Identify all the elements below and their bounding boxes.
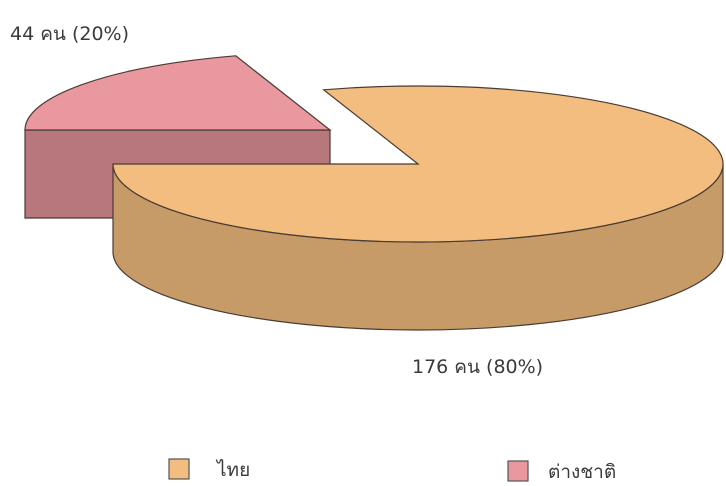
slice-label-foreign: 44 คน (20%) bbox=[10, 23, 129, 45]
legend: ไทย ต่างชาติ bbox=[168, 458, 616, 483]
legend-swatch-thai bbox=[168, 458, 190, 480]
pie-slices bbox=[24, 55, 724, 331]
legend-item-foreign: ต่างชาติ bbox=[507, 460, 616, 483]
legend-swatch-foreign bbox=[507, 460, 529, 482]
legend-label-thai: ไทย bbox=[215, 459, 250, 481]
slice-top-thai bbox=[112, 85, 724, 243]
legend-item-thai: ไทย bbox=[168, 458, 250, 481]
legend-label-foreign: ต่างชาติ bbox=[548, 461, 616, 483]
slice-top-foreign bbox=[24, 55, 332, 131]
slice-label-thai: 176 คน (80%) bbox=[412, 356, 543, 378]
